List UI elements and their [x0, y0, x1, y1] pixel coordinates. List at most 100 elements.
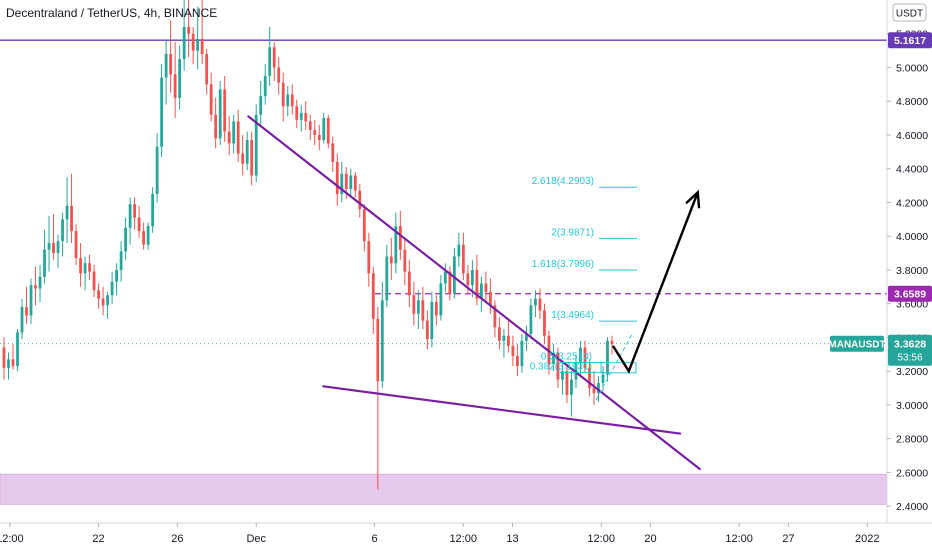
y-tick-label: 3.8000	[896, 265, 928, 277]
candle-body	[579, 347, 582, 363]
candle-body	[178, 59, 182, 98]
candle-body	[326, 118, 330, 144]
candle-body	[182, 26, 186, 60]
candle-body	[448, 271, 452, 294]
candle-body	[124, 227, 127, 252]
candle-body	[461, 244, 465, 274]
currency-label: USDT	[896, 9, 923, 20]
x-tick-label: 12:00	[725, 533, 753, 545]
candle-body	[281, 82, 285, 107]
fib-level-label: 0.382(3.1931)	[530, 361, 592, 372]
y-tick-label: 4.4000	[896, 164, 928, 176]
candle-body	[583, 347, 587, 368]
candle-body	[430, 301, 434, 340]
symbol-tag-label: MANAUSDT	[828, 340, 885, 351]
candle-body	[290, 94, 294, 107]
candle-body	[38, 276, 42, 289]
x-tick-label: Dec	[246, 533, 266, 545]
candle-body	[349, 175, 353, 189]
candle-body	[434, 301, 438, 316]
y-tick-label: 4.0000	[896, 231, 928, 243]
candle-body	[70, 205, 73, 232]
lower-trendline[interactable]	[322, 385, 682, 435]
candle-body	[331, 143, 335, 162]
candle-body	[196, 38, 200, 51]
candle-body	[187, 26, 191, 34]
fib-level-label: 1.618(3.7996)	[532, 259, 594, 270]
y-tick-label: 2.4000	[896, 501, 928, 513]
candle-body	[83, 263, 87, 274]
candle-body	[475, 269, 479, 299]
currency-button[interactable]	[892, 3, 927, 22]
candle-body	[489, 291, 492, 306]
candle-body	[516, 355, 519, 367]
candle-body	[340, 173, 344, 195]
y-tick-label: 5.0000	[896, 62, 928, 74]
descending-trendline[interactable]	[247, 115, 701, 471]
candle-body	[335, 161, 339, 195]
candle-body	[142, 231, 146, 245]
y-tick-label: 3.0000	[896, 400, 928, 412]
candle-body	[2, 347, 6, 368]
candle-body	[601, 374, 605, 383]
candle-body	[56, 241, 60, 254]
candle-body	[353, 175, 357, 191]
candle-body	[133, 204, 137, 218]
y-tick-label: 4.6000	[896, 130, 928, 142]
price-level-value: 5.1617	[894, 35, 926, 47]
y-tick-label: 4.8000	[896, 96, 928, 108]
candle-body	[394, 226, 398, 264]
bar-countdown: 53:56	[897, 353, 922, 364]
candle-body	[79, 258, 82, 274]
candle-body	[11, 359, 15, 367]
y-tick-label: 2.6000	[896, 467, 928, 479]
y-tick-label: 3.2000	[896, 366, 928, 378]
symbol-tag	[830, 335, 884, 352]
fib-level-label: 1(3.4964)	[551, 310, 594, 321]
candle-body	[610, 340, 614, 345]
x-tick-label: 22	[92, 533, 104, 545]
candle-body	[214, 114, 218, 139]
candle-body	[106, 295, 109, 306]
candle-body	[416, 300, 420, 314]
candle-body	[398, 226, 402, 250]
candle-body	[371, 273, 375, 319]
projection-arrow-head	[685, 189, 701, 209]
candle-body	[412, 295, 416, 314]
candle-body	[367, 241, 371, 274]
candle-body	[128, 204, 132, 228]
projection-arrow-path[interactable]	[611, 191, 699, 374]
candle-body	[466, 273, 470, 286]
candle-body	[470, 269, 474, 286]
candle-body	[137, 217, 141, 232]
candle-body	[597, 382, 600, 394]
candle-body	[25, 307, 28, 316]
x-tick-label: 2022	[855, 533, 879, 545]
fib-level-label: 0.5(3.2510)	[541, 352, 592, 363]
candle-body	[268, 47, 272, 76]
candle-body	[65, 205, 69, 220]
price-level-tag	[888, 32, 932, 49]
support-zone	[0, 473, 888, 505]
candle-body	[286, 94, 290, 107]
candle-body	[74, 231, 78, 259]
candle-body	[529, 305, 533, 335]
candle-body	[7, 359, 10, 368]
candle-body	[362, 209, 366, 242]
candle-body	[570, 379, 573, 395]
candle-body	[592, 388, 596, 394]
candle-body	[498, 327, 501, 341]
candle-body	[565, 371, 569, 395]
candle-body	[358, 190, 362, 210]
price-level-tag	[888, 285, 932, 302]
candle-body	[151, 194, 155, 227]
candle-body	[606, 340, 609, 375]
candle-body	[29, 285, 33, 316]
y-tick-label: 2.8000	[896, 434, 928, 446]
candle-body	[511, 345, 515, 356]
candle-body	[308, 121, 312, 130]
candle-body	[520, 340, 524, 367]
candle-body	[295, 106, 299, 120]
